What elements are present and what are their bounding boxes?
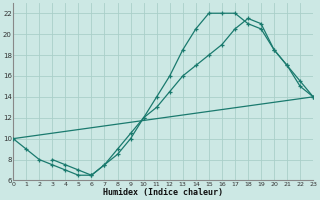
X-axis label: Humidex (Indice chaleur): Humidex (Indice chaleur) <box>103 188 223 197</box>
